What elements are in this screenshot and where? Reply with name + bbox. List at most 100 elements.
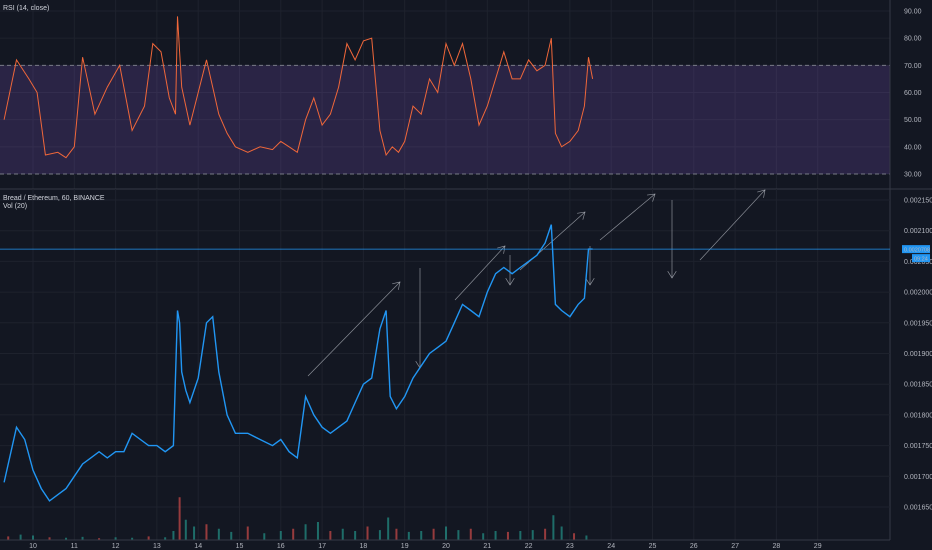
volume-bar — [519, 531, 522, 540]
countdown-tag-box — [912, 254, 930, 263]
time-axis[interactable]: 10 11 12 13 14 15 16 17 18 19 20 21 22 23 24 25 26 27 28 29 — [29, 543, 822, 550]
volume-bar — [292, 528, 295, 540]
last-price-tag-box — [902, 245, 930, 254]
rsi-y-tick-label: 70.00 — [904, 63, 922, 70]
volume-bar — [32, 535, 34, 540]
volume-bar — [246, 526, 249, 540]
symbol-title[interactable]: Bread / Ethereum, 60, BINANCE — [3, 195, 105, 202]
rsi-title: RSI (14, close) — [3, 5, 49, 12]
volume-bar — [341, 528, 344, 540]
time-axis-tick-label: 28 — [773, 543, 781, 550]
time-axis-tick-label: 16 — [277, 543, 285, 550]
trend-arrow-head — [497, 245, 506, 254]
time-axis-tick-label: 22 — [525, 543, 533, 550]
volume-bar — [482, 533, 485, 540]
rsi-y-tick-label: 80.00 — [904, 36, 922, 43]
rsi-y-tick-label: 60.00 — [904, 90, 922, 97]
volume-bar — [172, 531, 175, 540]
volume-bar — [114, 537, 117, 540]
time-axis-tick-label: 11 — [71, 543, 78, 550]
time-axis-tick-label: 23 — [566, 543, 574, 550]
time-axis-tick-label: 12 — [112, 543, 120, 550]
volume-bar — [354, 531, 357, 540]
volume-bar — [81, 536, 84, 540]
time-axis-tick-label: 19 — [401, 543, 409, 550]
countdown-tag-label: 09:24 — [914, 256, 928, 262]
rsi-y-axis: 90.00 80.00 70.00 60.00 50.00 40.00 30.00 — [904, 9, 922, 179]
trend-arrow-head — [585, 278, 595, 286]
time-axis-tick-label: 10 — [29, 543, 37, 550]
volume-bar — [378, 530, 381, 540]
volume-bar — [560, 526, 563, 540]
volume-bars — [7, 497, 588, 540]
price-series-line — [3, 224, 593, 502]
volume-bar — [164, 537, 167, 540]
volume-bar — [544, 528, 547, 540]
trend-arrow-head — [647, 193, 656, 202]
rsi-series-line — [3, 16, 594, 159]
volume-bar — [217, 528, 220, 540]
rsi-panel: RSI (14, close) 90.00 80.00 70.00 60.00 50.0… — [0, 0, 922, 189]
volume-bar — [193, 526, 196, 540]
time-axis-tick-label: 27 — [731, 543, 739, 550]
trend-arrow-line — [599, 193, 656, 241]
rsi-band — [0, 65, 890, 174]
time-axis-tick-label: 17 — [318, 543, 326, 550]
time-axis-tick-label: 26 — [690, 543, 698, 550]
volume-bar — [457, 530, 460, 540]
volume-bar — [506, 531, 509, 540]
volume-bar — [387, 517, 390, 540]
volume-bar — [407, 531, 410, 540]
rsi-y-tick-label: 30.00 — [904, 172, 922, 179]
trend-arrow-head — [757, 189, 766, 198]
trend-arrow-head — [392, 281, 401, 290]
volume-bar — [230, 531, 233, 540]
price-panel: Bread / Ethereum, 60, BINANCE Vol (20) 0… — [0, 189, 932, 540]
time-axis-tick-label: 29 — [814, 543, 822, 550]
trend-arrow-line — [454, 245, 506, 301]
volume-bar — [65, 537, 68, 540]
volume-bar — [184, 519, 187, 540]
volume-bar — [178, 497, 181, 540]
volume-bar — [469, 528, 472, 540]
time-axis-tick-label: 24 — [607, 543, 615, 550]
trend-arrow-line — [307, 281, 401, 377]
volume-bar — [445, 526, 447, 540]
volume-bar — [366, 526, 369, 540]
volume-bar — [316, 522, 319, 540]
volume-bar — [585, 535, 588, 540]
rsi-y-tick-label: 40.00 — [904, 144, 922, 151]
time-axis-tick-label: 14 — [194, 543, 202, 550]
volume-indicator-label[interactable]: Vol (20) — [3, 203, 27, 210]
volume-bar — [131, 537, 134, 540]
volume-bar — [98, 538, 101, 540]
rsi-y-tick-label: 50.00 — [904, 117, 922, 124]
volume-bar — [395, 528, 398, 540]
volume-bar — [432, 528, 435, 540]
time-axis-tick-label: 13 — [153, 543, 161, 550]
volume-bar — [19, 534, 22, 540]
time-axis-tick-label: 21 — [483, 543, 491, 550]
trend-arrow-head — [667, 271, 677, 279]
volume-bar — [329, 531, 332, 540]
time-axis-tick-label: 25 — [649, 543, 657, 550]
last-price-tag: 0.0020708 09:24 — [902, 245, 930, 262]
volume-bar — [552, 515, 555, 540]
trend-arrow-line — [699, 189, 766, 261]
volume-bar — [494, 531, 497, 540]
volume-bar — [7, 536, 10, 540]
volume-bar — [147, 536, 150, 540]
rsi-y-tick-label: 90.00 — [904, 9, 922, 16]
